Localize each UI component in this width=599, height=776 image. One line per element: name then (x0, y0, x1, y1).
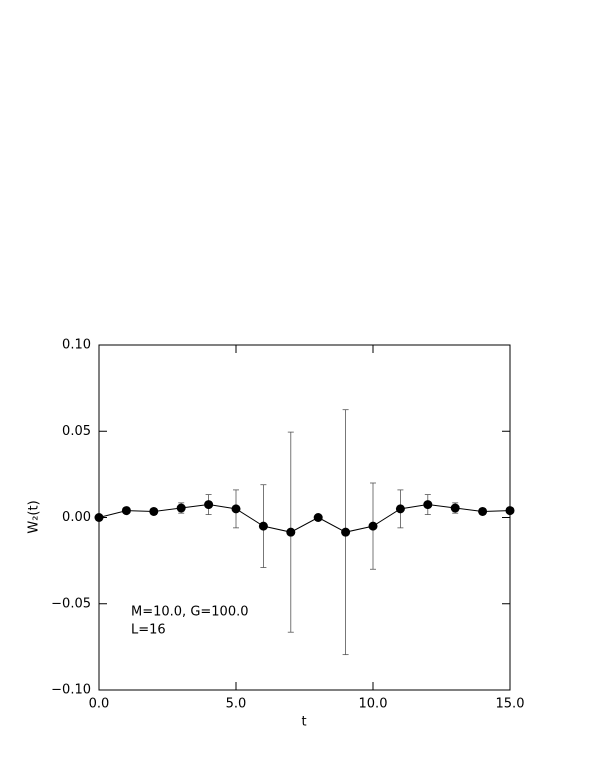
data-point (176, 503, 186, 513)
series-line (98, 504, 511, 533)
data-point (423, 500, 433, 510)
data-point (313, 513, 323, 522)
x-tick-label: 15.0 (496, 697, 525, 712)
data-point (368, 521, 378, 531)
data-point (121, 506, 131, 516)
y-tick-label: −0.10 (51, 683, 91, 698)
y-tick-label: −0.05 (51, 596, 91, 611)
data-point (450, 503, 460, 513)
data-point (231, 504, 241, 514)
x-tick-label: 10.0 (359, 697, 388, 712)
annotation: M=10.0, G=100.0 (131, 605, 249, 620)
y-tick-label: 0.00 (62, 510, 91, 525)
data-point (341, 527, 351, 537)
y-tick-label: 0.10 (62, 338, 91, 353)
y-axis-label: W₂(t) (27, 500, 42, 533)
data-point (395, 504, 405, 514)
data-point (258, 521, 268, 531)
annotation: L=16 (131, 623, 166, 638)
data-point (286, 527, 296, 537)
x-axis-label: t (301, 715, 306, 730)
data-point (478, 506, 488, 516)
data-point (94, 513, 104, 522)
data-point (204, 500, 214, 510)
data-point (149, 506, 159, 516)
x-tick-label: 0.0 (89, 697, 110, 712)
data-point (505, 506, 515, 516)
y-tick-label: 0.05 (62, 424, 91, 439)
x-tick-label: 5.0 (226, 697, 247, 712)
plot-frame (98, 344, 511, 691)
